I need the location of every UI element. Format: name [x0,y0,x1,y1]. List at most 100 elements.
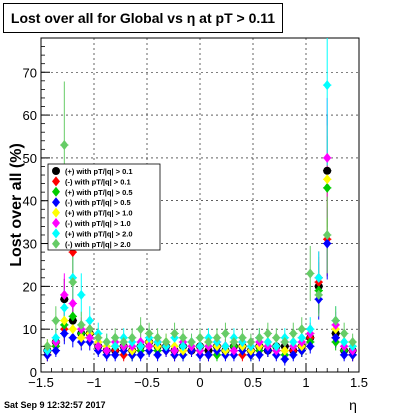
x-tick-label: −1 [87,375,102,390]
data-point [68,332,77,343]
data-point [179,332,188,343]
data-point [280,337,289,348]
data-point [60,328,69,339]
data-point [77,319,86,330]
data-point [272,332,281,343]
axes: −1.5 −1 −0.5 0 0.5 1 1.5 0 10 20 30 40 50 60 70 [23,37,368,390]
data-point [119,337,128,348]
legend-marker [52,238,60,249]
footer-timestamp: Sat Sep 9 12:32:57 2017 [4,400,106,410]
x-tick-label: 1 [302,375,309,390]
data-point [111,332,120,343]
data-point [111,349,120,360]
data-point [272,341,281,352]
legend-entry-label: (+) with pT/|q| > 0.5 [65,188,133,197]
data-point [340,349,349,360]
data-point [246,337,255,348]
data-point [314,289,323,300]
data-point [314,272,323,283]
data-point [221,341,230,352]
data-point [60,315,69,326]
data-point [51,315,60,326]
data-point [170,345,179,356]
data-point [51,332,60,343]
data-point [170,328,179,339]
legend-marker [52,167,60,175]
data-point [68,311,77,322]
data-point [204,349,213,360]
data-point [348,337,357,348]
data-point [238,332,247,343]
data-point [60,289,69,300]
data-point [85,324,94,335]
y-axis-label: Lost over all (%) [8,143,25,267]
x-tick-label: −0.5 [134,375,160,390]
data-point [102,345,111,356]
y-tick-label: 20 [23,279,37,294]
data-point [306,341,315,352]
data-point [212,332,221,343]
data-point [136,324,145,335]
data-point [128,332,137,343]
data-point [323,182,332,193]
chart-title: Lost over all for Global vs η at pT > 0.… [3,3,283,33]
data-point [221,328,230,339]
y-tick-label: 70 [23,65,37,80]
data-point [145,341,154,352]
x-tick-label: 0.5 [244,375,262,390]
data-point [280,354,289,365]
legend: (+) with pT/|q| > 0.1 (-) with pT/|q| > 0… [47,163,161,251]
x-tick-label: 1.5 [350,375,368,390]
data-point [204,337,213,348]
data-point [187,337,196,348]
data-point [153,349,162,360]
data-point [255,332,264,343]
data-point [111,341,120,352]
data-point [323,238,332,249]
data-point [263,328,272,339]
data-markers [43,80,357,365]
y-tick-label: 10 [23,322,37,337]
data-point [331,332,340,343]
data-point [306,268,315,279]
legend-marker [52,218,60,228]
legend-marker [52,176,60,187]
legend-box [47,163,161,251]
data-point [179,341,188,352]
data-point [68,324,77,335]
data-point [229,337,238,348]
data-point [77,289,86,300]
data-point [196,341,204,352]
data-point [263,337,272,348]
y-tick-label: 40 [23,194,37,209]
legend-entry-label: (+) with pT/|q| > 0.1 [65,167,133,176]
data-point [77,332,86,343]
data-point [68,277,77,288]
data-point [297,324,306,335]
data-point [323,174,332,185]
data-point [229,345,238,356]
data-point [136,349,145,360]
data-point [323,229,332,240]
data-point [331,315,340,326]
data-point [94,341,103,352]
data-point [289,349,298,360]
data-point [340,337,349,348]
x-axis-label: η [349,397,357,413]
data-point [255,349,264,360]
legend-entry-label: (+) with pT/|q| > 1.0 [65,209,133,218]
y-tick-label: 60 [23,108,37,123]
data-point [85,315,94,326]
data-point [340,328,349,339]
data-point [94,332,103,343]
data-point [145,328,154,339]
data-point [297,332,306,343]
legend-marker [52,197,60,208]
y-tick-label: 0 [30,365,37,380]
legend-entry-label: (-) with pT/|q| > 0.5 [65,198,131,207]
data-point [51,345,60,356]
data-point [43,341,52,352]
data-point [68,298,77,309]
data-point [323,166,332,175]
